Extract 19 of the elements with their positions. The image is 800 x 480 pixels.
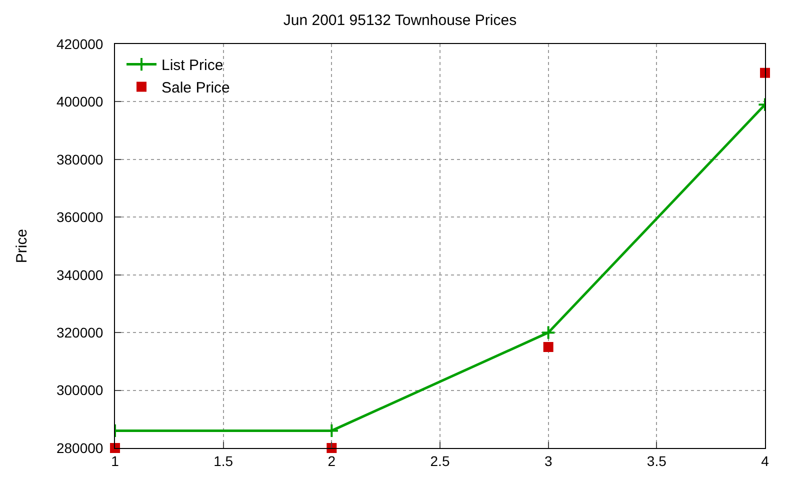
y-tick-label: 400000 [56, 94, 104, 110]
y-tick-label: 340000 [56, 266, 104, 283]
x-tick-label: 1.5 [214, 452, 234, 469]
y-tick-label: 420000 [56, 36, 104, 52]
y-tick-label: 360000 [56, 209, 104, 226]
x-tick-label: 1 [111, 452, 120, 469]
y-tick-label: 380000 [56, 151, 104, 168]
x-tick-label: 4 [761, 452, 770, 469]
chart-title: Jun 2001 95132 Townhouse Prices [283, 12, 517, 29]
y-tick-label: 280000 [56, 440, 104, 456]
x-tick-label: 2 [328, 452, 336, 469]
x-tick-label: 2.5 [430, 452, 450, 469]
y-axis-title: Price [14, 228, 31, 264]
x-tick-label: 3 [544, 452, 552, 469]
x-tick-label: 3.5 [646, 452, 667, 469]
legend-label: List Price [162, 57, 224, 74]
legend-label: Sale Price [162, 80, 230, 97]
y-tick-label: 320000 [56, 324, 104, 340]
y-tick-label: 300000 [56, 382, 104, 398]
